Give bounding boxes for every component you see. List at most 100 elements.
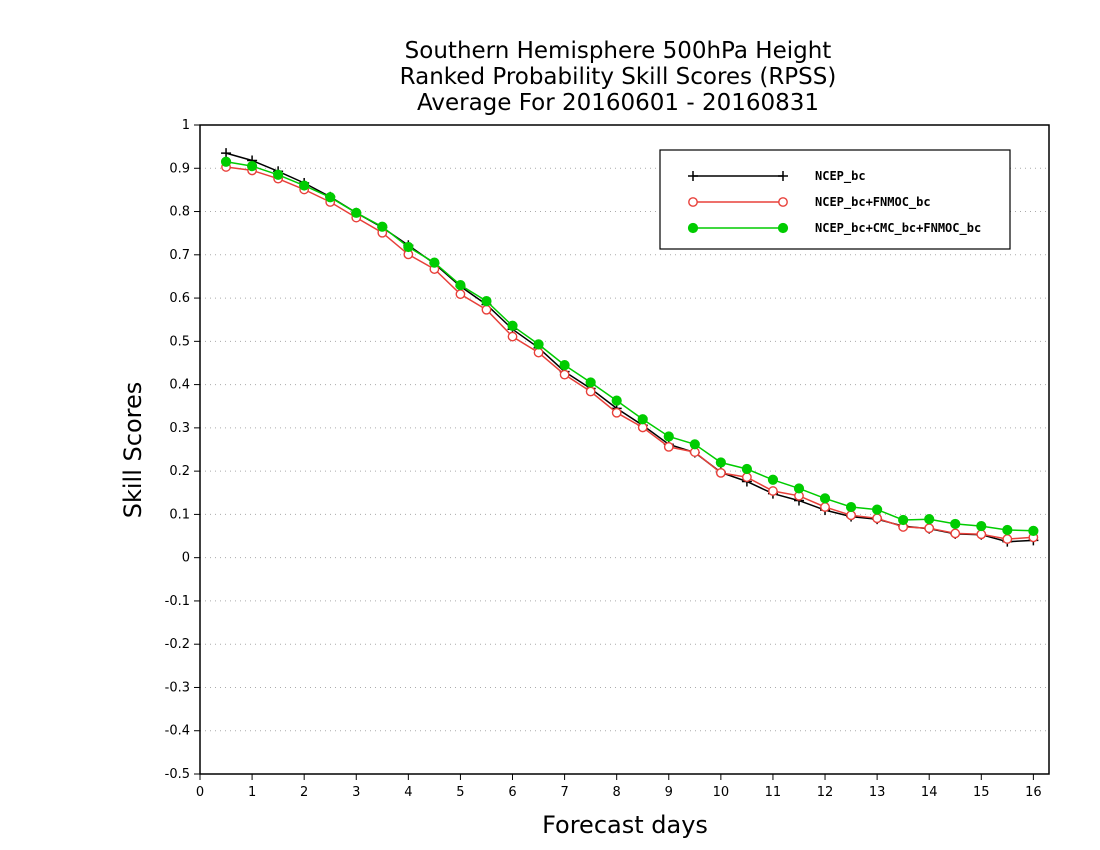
data-point-open-circle <box>872 513 883 524</box>
x-tick-label: 5 <box>456 785 464 800</box>
data-point-filled-circle <box>976 520 987 532</box>
x-tick-label: 9 <box>665 785 673 800</box>
data-point-open-circle <box>742 472 752 483</box>
data-point-open-circle <box>688 197 698 207</box>
series-3 <box>220 156 1039 536</box>
x-tick-label: 3 <box>352 785 360 800</box>
y-tick-label: 0.8 <box>169 205 190 220</box>
data-point-filled-circle <box>1028 525 1039 536</box>
y-tick-label: 0.6 <box>169 291 190 306</box>
data-point-filled-circle <box>403 241 414 253</box>
chart-title-line: Southern Hemisphere 500hPa Height <box>405 38 832 64</box>
data-point-filled-circle <box>715 457 726 468</box>
plot-frame <box>199 124 1050 775</box>
data-point-filled-circle <box>481 295 492 307</box>
y-tick-label: 0 <box>182 551 190 566</box>
chart-title-line: Ranked Probability Skill Scores (RPSS) <box>400 64 837 90</box>
data-point-filled-circle <box>585 377 596 388</box>
data-point-open-circle <box>924 523 935 534</box>
x-tick-label: 0 <box>196 785 204 800</box>
x-tick-label: 11 <box>765 785 782 800</box>
x-tick-label: 8 <box>613 785 621 800</box>
y-tick-label: 0.4 <box>169 378 190 393</box>
data-point-open-circle <box>663 442 674 452</box>
legend: NCEP_bc NCEP_bc+FNMOC_bc NCEP_bc+CMC_bc+FN… <box>659 149 1011 250</box>
data-point-filled-circle <box>611 395 622 406</box>
data-point-filled-circle <box>351 207 362 218</box>
data-point-open-circle <box>950 528 961 539</box>
axis-ticks: 1 0.9 0.8 0.7 0.6 0.5 0.4 0.3 0.2 0.1 0 -0.1 -0.2 -0.… <box>165 118 1042 800</box>
data-point-open-circle <box>455 289 466 300</box>
legend-label: NCEP_bc+FNMOC_bc <box>815 195 931 210</box>
y-tick-label: -0.5 <box>165 767 190 782</box>
data-point-open-circle <box>715 467 726 478</box>
data-point-filled-circle <box>663 431 674 442</box>
data-point-filled-circle <box>533 339 544 350</box>
data-point-filled-circle <box>273 169 284 180</box>
y-tick-label: 0.5 <box>169 334 190 349</box>
x-tick-label: 6 <box>508 785 516 800</box>
chart-title: Southern Hemisphere 500hPa HeightRanked … <box>400 38 837 116</box>
y-tick-label: 0.9 <box>169 161 190 176</box>
data-point-filled-circle <box>777 222 789 234</box>
data-point-plus <box>688 171 698 181</box>
x-tick-label: 12 <box>817 785 834 800</box>
legend-item: NCEP_bc+FNMOC_bc <box>688 195 931 210</box>
data-point-filled-circle <box>220 156 232 167</box>
data-point-filled-circle <box>507 320 518 331</box>
data-point-open-circle <box>820 502 830 512</box>
data-point-open-circle <box>1002 534 1013 544</box>
data-point-open-circle <box>976 529 987 540</box>
data-point-filled-circle <box>429 257 440 268</box>
data-point-filled-circle <box>819 493 831 504</box>
data-point-open-circle <box>481 304 492 315</box>
data-point-open-circle <box>768 486 778 496</box>
data-point-filled-circle <box>325 192 336 203</box>
x-tick-label: 16 <box>1025 785 1042 800</box>
data-point-filled-circle <box>924 514 935 525</box>
data-point-filled-circle <box>246 161 258 172</box>
x-axis-label: Forecast days <box>542 811 708 839</box>
data-point-filled-circle <box>455 279 466 291</box>
data-point-open-circle <box>637 422 648 433</box>
data-point-open-circle <box>585 386 596 397</box>
data-point-filled-circle <box>950 518 961 530</box>
series-lines <box>220 148 1039 547</box>
y-tick-label: -0.1 <box>165 594 190 609</box>
grid <box>200 167 1049 732</box>
data-point-filled-circle <box>845 501 857 513</box>
data-point-open-circle <box>778 197 788 207</box>
chart-title-line: Average For 20160601 - 20160831 <box>417 90 819 116</box>
legend-label: NCEP_bc <box>815 169 866 184</box>
legend-label: NCEP_bc+CMC_bc+FNMOC_bc <box>815 221 981 236</box>
y-tick-label: -0.3 <box>165 680 190 695</box>
x-tick-label: 7 <box>560 785 568 800</box>
x-tick-label: 15 <box>973 785 990 800</box>
data-point-filled-circle <box>793 483 805 494</box>
data-point-filled-circle <box>559 360 570 371</box>
data-point-open-circle <box>559 369 570 380</box>
data-point-filled-circle <box>687 222 699 234</box>
data-point-filled-circle <box>741 463 753 475</box>
y-tick-label: -0.4 <box>165 724 190 739</box>
data-point-filled-circle <box>637 414 648 425</box>
data-point-filled-circle <box>299 180 310 191</box>
y-tick-label: 0.2 <box>169 464 190 479</box>
data-point-plus <box>778 171 788 181</box>
y-tick-label: 1 <box>182 118 190 133</box>
y-tick-label: 0.7 <box>169 248 190 263</box>
y-tick-label: 0.1 <box>169 507 190 522</box>
data-point-filled-circle <box>767 474 779 485</box>
data-point-filled-circle <box>377 221 388 232</box>
legend-item: NCEP_bc <box>688 169 866 184</box>
data-point-open-circle <box>611 407 622 418</box>
legend-item: NCEP_bc+CMC_bc+FNMOC_bc <box>687 221 981 236</box>
y-axis-label: Skill Scores <box>119 382 147 519</box>
x-tick-label: 14 <box>921 785 938 800</box>
x-tick-label: 1 <box>248 785 256 800</box>
data-point-filled-circle <box>872 504 883 515</box>
x-tick-label: 10 <box>713 785 730 800</box>
y-tick-label: 0.3 <box>169 421 190 436</box>
x-tick-label: 4 <box>404 785 412 800</box>
